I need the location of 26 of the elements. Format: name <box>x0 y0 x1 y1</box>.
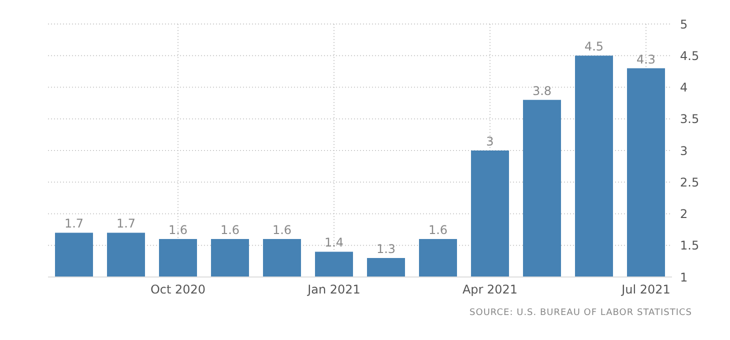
y-tick-label: 4.5 <box>680 48 700 63</box>
data-label: 3.8 <box>532 84 552 98</box>
y-tick-label: 1 <box>680 270 688 284</box>
data-label: 1.6 <box>168 223 188 238</box>
y-tick-label: 3.5 <box>680 112 700 126</box>
y-tick-label: 2.5 <box>680 175 700 190</box>
y-tick-label: 5 <box>680 17 688 32</box>
data-label: 1.6 <box>272 223 292 238</box>
data-label: 1.3 <box>376 242 396 256</box>
data-label: 1.7 <box>64 216 84 231</box>
y-tick-label: 3 <box>680 144 688 158</box>
data-label: 1.7 <box>116 216 136 231</box>
data-label: 4.3 <box>636 52 656 66</box>
data-label: 1.4 <box>324 236 344 250</box>
source-note: SOURCE: U.S. BUREAU OF LABOR STATISTICS <box>468 308 693 318</box>
y-tick-label: 1.5 <box>680 238 700 253</box>
data-label: 3 <box>486 134 494 148</box>
data-label: 1.6 <box>428 223 448 238</box>
y-tick-label: 2 <box>680 207 688 222</box>
x-tick-label: Jan 2021 <box>306 282 360 297</box>
x-tick-label: Oct 2020 <box>150 282 206 297</box>
x-tick-label: Jul 2021 <box>620 282 670 297</box>
x-tick-label: Apr 2021 <box>462 282 518 297</box>
data-label: 1.6 <box>220 223 240 238</box>
data-label: 4.5 <box>584 40 604 54</box>
y-tick-label: 4 <box>680 80 688 95</box>
